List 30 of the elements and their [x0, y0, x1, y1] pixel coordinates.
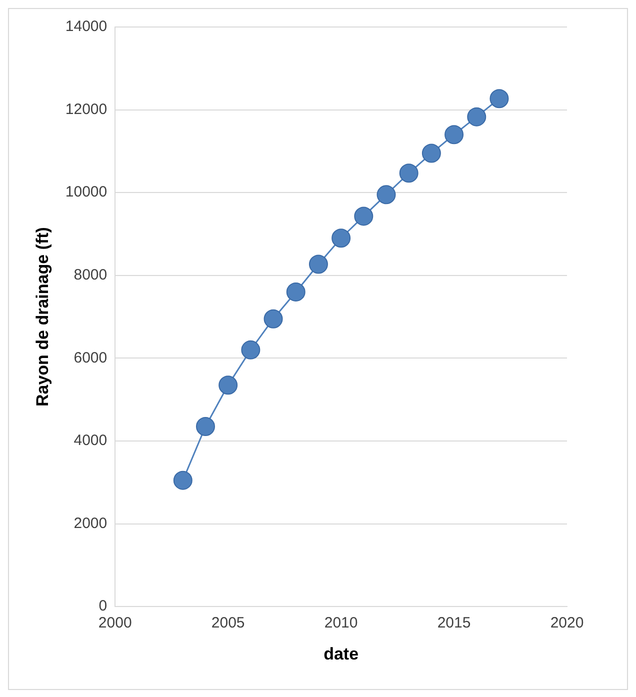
- point: [308, 254, 328, 274]
- y-tick-label: 14000: [65, 18, 108, 36]
- y-tick-label: 4000: [74, 432, 108, 450]
- x-axis-title: date: [324, 644, 359, 664]
- y-tick-label: 12000: [65, 100, 108, 118]
- y-axis-title: Rayon de drainage (ft): [32, 227, 52, 407]
- x-tick-label: 2005: [211, 614, 245, 632]
- x-tick-label: 2000: [98, 614, 132, 632]
- point: [218, 376, 238, 395]
- point: [354, 206, 374, 226]
- y-tick-label: 2000: [74, 514, 108, 532]
- point: [376, 185, 396, 204]
- point: [467, 107, 486, 126]
- y-tick-label: 0: [98, 598, 108, 615]
- y-tick-label: 8000: [74, 266, 108, 284]
- y-tick-label: 10000: [65, 184, 108, 201]
- point: [422, 144, 441, 163]
- point: [332, 228, 351, 248]
- x-tick-label: 2020: [550, 614, 584, 632]
- point: [241, 340, 260, 360]
- x-tick-label: 2015: [437, 614, 471, 632]
- point: [444, 125, 464, 144]
- point: [286, 282, 306, 302]
- point: [196, 417, 215, 436]
- x-tick-label: 2010: [324, 614, 358, 632]
- point: [173, 470, 192, 490]
- point: [399, 164, 418, 183]
- y-tick-label: 6000: [74, 349, 108, 366]
- point: [264, 309, 283, 328]
- point: [490, 89, 509, 108]
